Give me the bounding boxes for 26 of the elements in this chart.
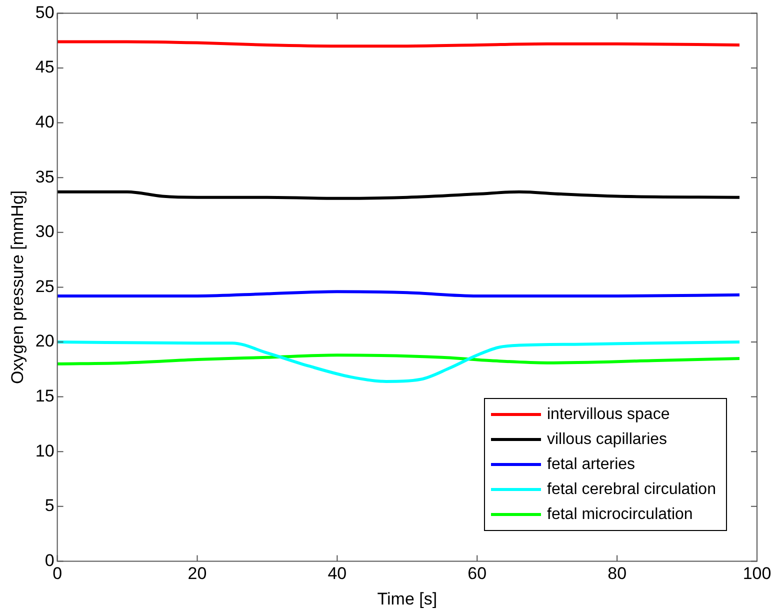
y-tick-label: 25 <box>35 276 54 296</box>
y-tick-label: 50 <box>35 2 54 22</box>
line-series <box>57 340 742 383</box>
x-tick-label: 80 <box>608 564 627 584</box>
y-tick-label: 5 <box>44 496 54 516</box>
legend-label: fetal arteries <box>547 456 636 474</box>
y-tick-label: 20 <box>35 332 54 351</box>
legend-label: fetal microcirculation <box>547 506 693 524</box>
x-axis-title: Time [s] <box>377 589 438 608</box>
y-tick-label: 45 <box>35 58 54 77</box>
x-tick-label: 20 <box>188 564 207 584</box>
legend-label: villous capillaries <box>547 430 668 449</box>
legend-label: fetal cerebral circulation <box>547 480 716 499</box>
y-tick-label: 35 <box>35 167 54 186</box>
line-series <box>57 354 742 366</box>
x-tick-label: 60 <box>468 564 487 584</box>
y-axis-title: Oxygen pressure [mmHg] <box>8 190 27 384</box>
y-tick-label: 40 <box>35 112 54 132</box>
y-tick-label: 10 <box>35 441 54 460</box>
x-tick-label: 40 <box>328 564 347 584</box>
legend-label: intervillous space <box>547 406 670 424</box>
y-tick-label: 30 <box>35 222 54 242</box>
x-tick-label: 100 <box>742 564 772 584</box>
y-tick-label: 15 <box>35 386 54 406</box>
y-tick-label: 0 <box>44 550 54 570</box>
line-series <box>57 190 742 200</box>
